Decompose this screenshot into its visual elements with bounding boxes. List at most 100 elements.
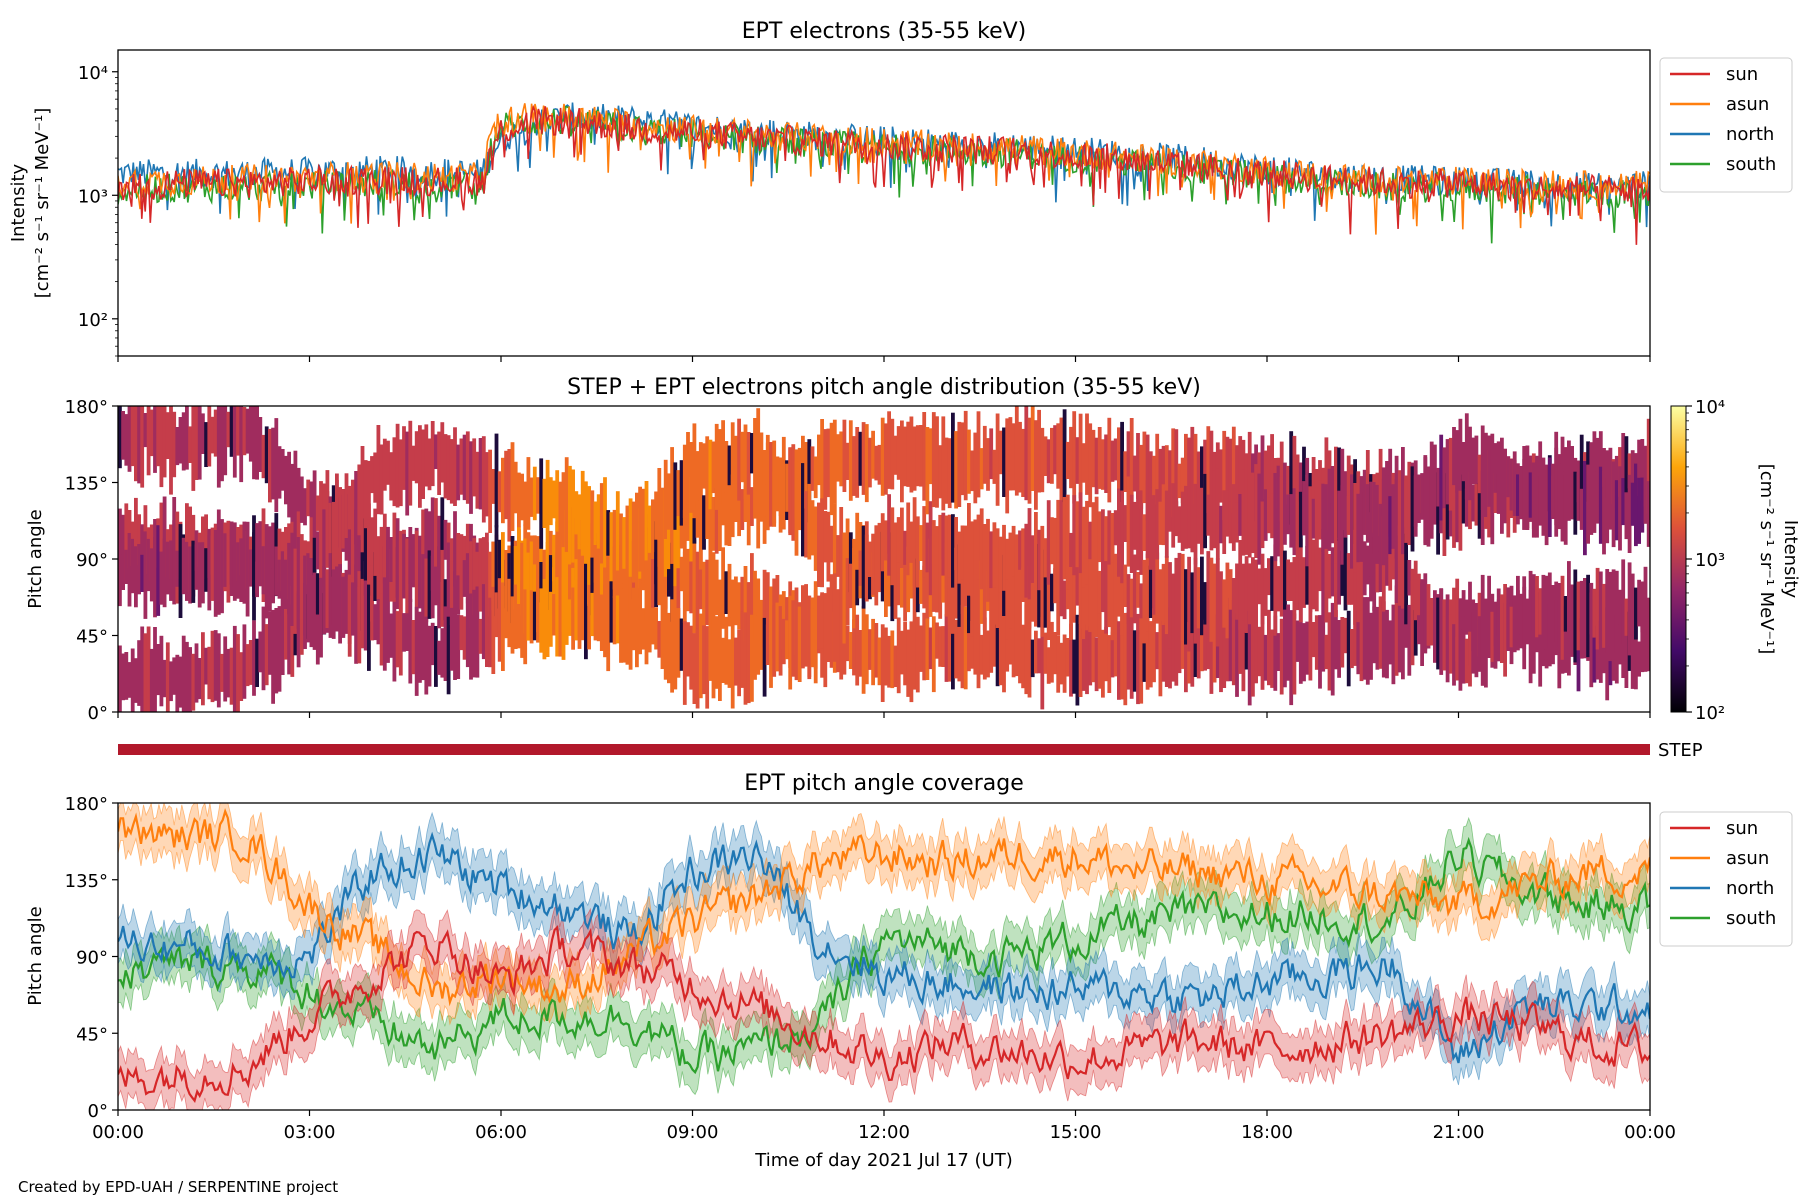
heatmap-cell-north: [532, 466, 537, 521]
heatmap-cell-sun: [651, 536, 655, 626]
heatmap-cell-south: [248, 549, 253, 587]
heatmap-cell-asun: [185, 406, 189, 470]
heatmap-cell-north: [1120, 554, 1124, 636]
heatmap-cell-north: [1053, 568, 1057, 604]
heatmap-cell-asun: [1078, 413, 1083, 499]
heatmap-cell-south: [1101, 509, 1105, 573]
heatmap-cell-north: [660, 487, 665, 541]
heatmap-cell-south: [944, 515, 949, 589]
heatmap-cell-south: [935, 526, 939, 566]
heatmap-cell-asun: [118, 406, 122, 469]
heatmap-cell-north: [1477, 616, 1482, 672]
heatmap-cell-sun: [1164, 622, 1169, 687]
heatmap-cell-north: [855, 512, 860, 603]
heatmap-cell-sun: [1104, 626, 1108, 682]
heatmap-cell-asun: [501, 532, 505, 606]
heatmap-cell-asun: [1062, 409, 1067, 503]
heatmap-cell-asun: [957, 421, 962, 507]
heatmap-cell-asun: [1148, 451, 1153, 505]
heatmap-cell-asun: [868, 437, 872, 488]
heatmap-cell-north: [475, 451, 480, 509]
heatmap-cell-north: [1493, 606, 1498, 669]
heatmap-cell-sun: [1030, 639, 1035, 678]
heatmap-cell-south: [1295, 474, 1300, 548]
heatmap-cell-north: [1324, 532, 1329, 623]
panel3-xtick-label: 00:00: [92, 1122, 144, 1143]
heatmap-cell-asun: [1174, 429, 1179, 506]
heatmap-cell-asun: [1289, 431, 1294, 525]
heatmap-cell-north: [1586, 574, 1590, 658]
heatmap-cell-asun: [478, 538, 483, 612]
heatmap-cell-north: [1547, 572, 1552, 648]
heatmap-cell-north: [1075, 564, 1080, 606]
heatmap-cell-sun: [750, 553, 754, 647]
heatmap-cell-north: [698, 442, 703, 501]
heatmap-cell-south: [1388, 496, 1393, 555]
heatmap-cell-sun: [746, 582, 751, 631]
heatmap-cell-sun: [1117, 621, 1121, 700]
heatmap-cell-north: [363, 460, 368, 529]
heatmap-cell-asun: [494, 525, 499, 617]
heatmap-cell-asun: [606, 552, 611, 597]
heatmap-cell-north: [679, 460, 684, 526]
heatmap-cell-north: [1257, 568, 1262, 605]
heatmap-cell-sun: [165, 642, 170, 712]
heatmap-cell-sun: [1407, 604, 1412, 676]
heatmap-cell-south: [290, 532, 295, 626]
heatmap-cell-north: [1101, 564, 1105, 613]
heatmap-cell-asun: [823, 429, 828, 510]
heatmap-cell-south: [434, 626, 438, 687]
heatmap-cell-asun: [472, 538, 477, 616]
heatmap-cell-asun: [236, 406, 240, 456]
heatmap-cell-sun: [995, 624, 1000, 687]
heatmap-cell-north: [449, 439, 454, 504]
heatmap-cell-south: [1263, 489, 1268, 541]
heatmap-cell-sun: [1283, 601, 1287, 688]
heatmap-cell-sun: [175, 654, 180, 712]
heatmap-cell-north: [367, 460, 371, 520]
heatmap-cell-asun: [469, 541, 473, 628]
heatmap-cell-south: [478, 618, 483, 654]
heatmap-cell-north: [638, 486, 642, 572]
heatmap-cell-south: [1423, 455, 1428, 544]
heatmap-cell-south: [1378, 503, 1383, 552]
heatmap-cell-south: [1394, 479, 1399, 559]
heatmap-cell-south: [599, 598, 604, 651]
heatmap-cell-south: [791, 600, 796, 677]
heatmap-cell-sun: [1110, 631, 1115, 678]
heatmap-cell-north: [469, 441, 473, 514]
heatmap-cell-north: [1608, 571, 1613, 662]
heatmap-cell-asun: [995, 413, 1000, 506]
heatmap-cell-north: [1235, 563, 1239, 620]
heatmap-cell-asun: [1145, 434, 1150, 521]
heatmap-cell-asun: [1056, 423, 1061, 489]
heatmap-cell-asun: [268, 428, 272, 503]
heatmap-cell-south: [331, 569, 336, 625]
heatmap-cell-asun: [517, 526, 521, 621]
heatmap-cell-south: [1097, 511, 1102, 563]
heatmap-cell-south: [1337, 490, 1341, 539]
heatmap-cell-south: [497, 578, 502, 662]
heatmap-cell-sun: [1225, 605, 1230, 682]
heatmap-cell-north: [922, 565, 927, 609]
heatmap-cell-sun: [1008, 626, 1013, 665]
heatmap-cell-north: [1203, 582, 1207, 625]
heatmap-cell-north: [1436, 597, 1440, 670]
heatmap-cell-south: [702, 625, 706, 695]
heatmap-cell-south: [226, 535, 231, 603]
heatmap-cell-south: [1177, 506, 1182, 543]
colorbar-tick-label: 10⁴: [1695, 397, 1725, 418]
heatmap-cell-north: [1503, 584, 1507, 677]
heatmap-cell-asun: [143, 413, 148, 448]
heatmap-cell-north: [1388, 536, 1393, 591]
heatmap-cell-north: [1404, 533, 1408, 625]
heatmap-cell-north: [1512, 595, 1517, 653]
heatmap-cell-asun: [880, 417, 885, 496]
heatmap-cell-south: [216, 520, 221, 615]
heatmap-cell-sun: [1305, 621, 1310, 675]
heatmap-cell-sun: [181, 635, 186, 712]
heatmap-cell-asun: [1110, 440, 1115, 482]
heatmap-cell-asun: [848, 420, 853, 501]
heatmap-cell-asun: [915, 425, 920, 487]
heatmap-cell-south: [513, 584, 518, 649]
